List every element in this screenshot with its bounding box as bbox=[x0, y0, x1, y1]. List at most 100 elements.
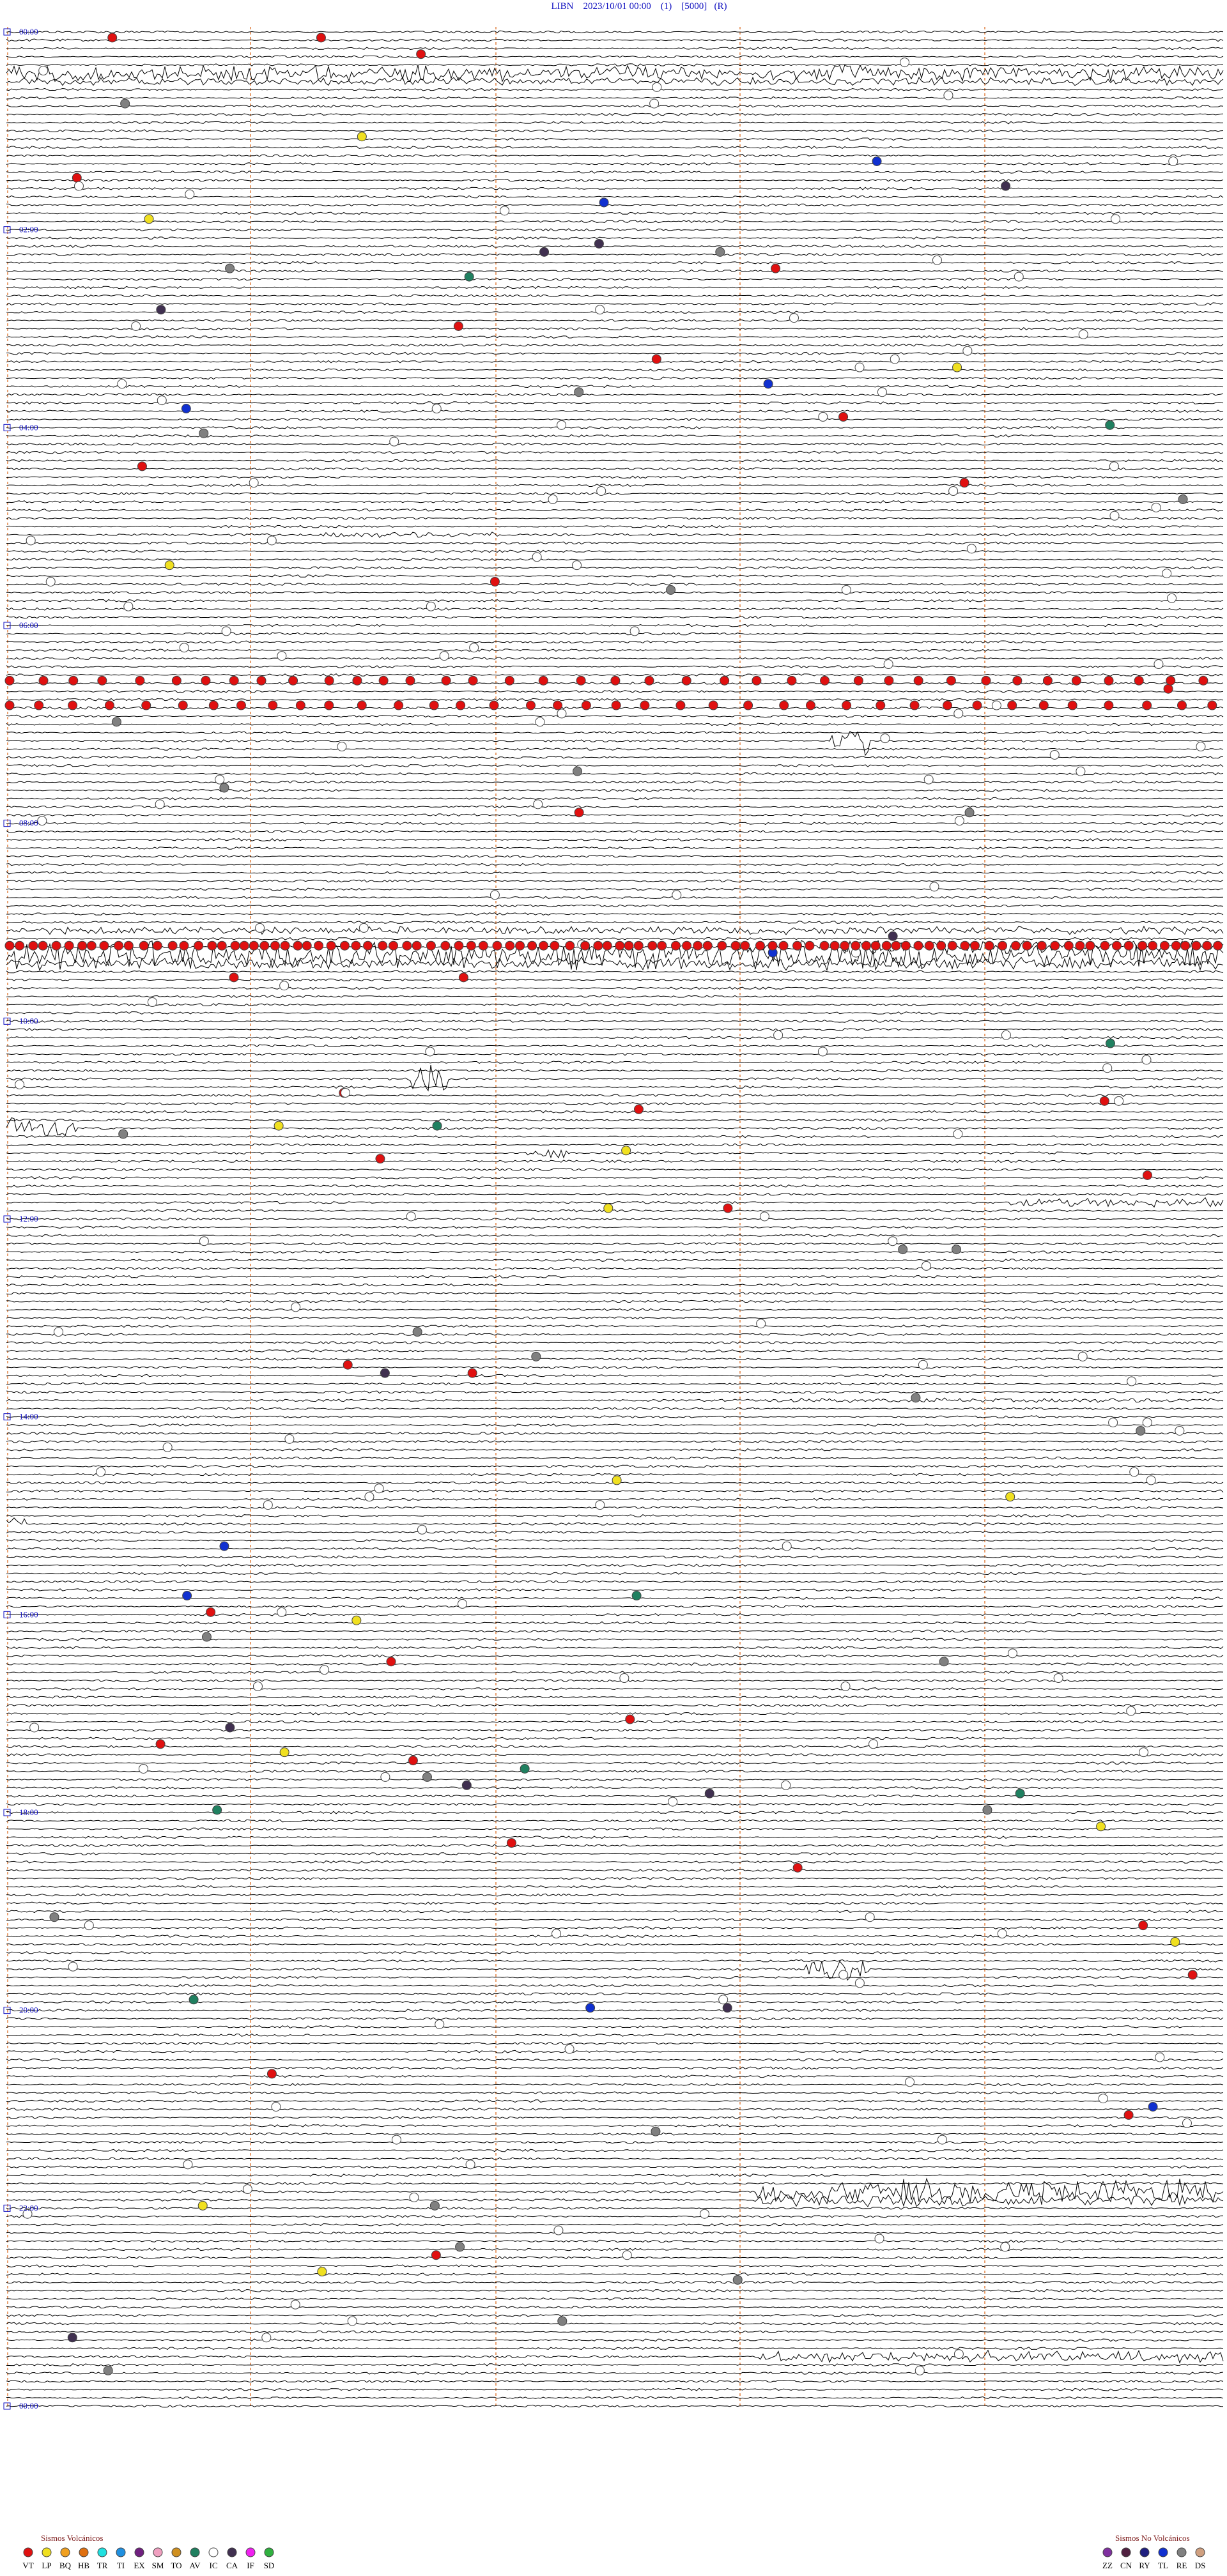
event-mark bbox=[1063, 940, 1074, 951]
hour-label: 14:00 bbox=[19, 1412, 38, 1422]
trace bbox=[6, 2116, 1224, 2119]
event-mark bbox=[386, 1657, 396, 1667]
event-mark bbox=[179, 940, 189, 951]
hour-label: 00:00 bbox=[19, 27, 38, 36]
event-mark bbox=[249, 940, 259, 951]
trace bbox=[6, 1019, 1224, 1023]
legend-swatch bbox=[79, 2547, 89, 2557]
event-mark bbox=[515, 940, 525, 951]
trace bbox=[6, 1769, 1224, 1773]
trace bbox=[6, 351, 1224, 355]
trace bbox=[6, 1910, 1224, 1913]
label-box bbox=[3, 226, 11, 234]
trace bbox=[6, 1027, 1224, 1031]
event-mark bbox=[229, 675, 239, 686]
trace bbox=[6, 286, 1224, 289]
event-mark bbox=[718, 1995, 729, 2005]
trace bbox=[6, 516, 1224, 520]
event-mark bbox=[455, 2242, 465, 2252]
event-mark bbox=[572, 560, 582, 571]
trace bbox=[6, 1951, 1224, 1954]
event-mark bbox=[868, 1739, 879, 1749]
trace bbox=[6, 904, 1224, 908]
trace bbox=[6, 1547, 1224, 1551]
trace bbox=[6, 2165, 1224, 2169]
event-mark bbox=[271, 2102, 281, 2112]
trace bbox=[6, 129, 1224, 133]
event-mark bbox=[779, 700, 789, 710]
trace bbox=[6, 925, 1224, 935]
event-mark bbox=[435, 2019, 445, 2029]
event-mark bbox=[431, 2250, 441, 2260]
legend-swatch bbox=[208, 2547, 219, 2557]
trace bbox=[6, 302, 1224, 306]
event-marks bbox=[4, 33, 1223, 2375]
label-box bbox=[3, 820, 11, 827]
event-mark bbox=[199, 1236, 209, 1246]
event-mark bbox=[612, 1475, 622, 1485]
trace bbox=[6, 566, 1224, 570]
event-mark bbox=[962, 346, 973, 356]
event-mark bbox=[924, 940, 934, 951]
trace bbox=[6, 1893, 1224, 1897]
trace bbox=[6, 1225, 1224, 1229]
event-mark bbox=[1049, 749, 1060, 760]
event-mark bbox=[255, 923, 265, 933]
trace bbox=[6, 401, 1224, 405]
trace bbox=[6, 1135, 1223, 1138]
event-mark bbox=[1111, 214, 1121, 224]
event-mark bbox=[789, 313, 799, 323]
trace bbox=[6, 2108, 1224, 2111]
event-mark bbox=[548, 494, 558, 504]
trace bbox=[6, 830, 1224, 833]
event-mark bbox=[458, 1598, 468, 1609]
trace bbox=[6, 1975, 1224, 1979]
event-mark bbox=[506, 1838, 516, 1848]
event-mark bbox=[469, 643, 479, 653]
event-mark bbox=[936, 940, 946, 951]
trace bbox=[6, 1563, 1224, 1567]
trace bbox=[6, 1530, 1224, 1534]
event-mark bbox=[64, 940, 74, 951]
event-mark bbox=[120, 98, 130, 109]
event-mark bbox=[752, 675, 762, 686]
trace bbox=[6, 1538, 1224, 1542]
trace bbox=[6, 1597, 1224, 1600]
event-mark bbox=[324, 700, 334, 710]
trace bbox=[6, 1588, 1224, 1592]
legend-code: TL bbox=[1158, 2561, 1168, 2570]
trace bbox=[6, 574, 1224, 578]
trace bbox=[6, 1407, 1224, 1411]
legend-code: HB bbox=[78, 2561, 89, 2570]
event-mark bbox=[1105, 1038, 1115, 1048]
trace bbox=[6, 525, 1224, 528]
legend-swatch bbox=[23, 2547, 33, 2557]
label-box bbox=[3, 28, 11, 36]
trace bbox=[6, 2058, 1224, 2062]
trace bbox=[6, 2017, 1224, 2020]
legend-swatch bbox=[1139, 2547, 1150, 2557]
event-mark bbox=[652, 82, 662, 92]
event-mark bbox=[274, 1121, 284, 1131]
event-mark bbox=[1146, 1475, 1156, 1485]
legend-code: TI bbox=[117, 2561, 125, 2570]
trace bbox=[6, 2404, 1224, 2408]
trace bbox=[6, 1349, 1224, 1353]
event-mark bbox=[77, 940, 88, 951]
event-mark bbox=[574, 808, 584, 818]
event-mark bbox=[1114, 1096, 1124, 1106]
event-mark bbox=[1000, 2242, 1010, 2252]
event-mark bbox=[277, 1607, 287, 1617]
event-mark bbox=[948, 486, 959, 496]
event-mark bbox=[291, 1302, 301, 1312]
trace bbox=[6, 1646, 1224, 1650]
trace bbox=[6, 310, 1224, 314]
event-mark bbox=[1007, 1648, 1017, 1659]
event-mark bbox=[888, 1236, 898, 1246]
legend-swatch bbox=[1177, 2547, 1187, 2557]
trace bbox=[6, 1217, 1224, 1221]
trace bbox=[6, 1473, 1224, 1476]
event-mark bbox=[610, 675, 621, 686]
trace bbox=[6, 1382, 1224, 1386]
event-mark bbox=[984, 940, 994, 951]
